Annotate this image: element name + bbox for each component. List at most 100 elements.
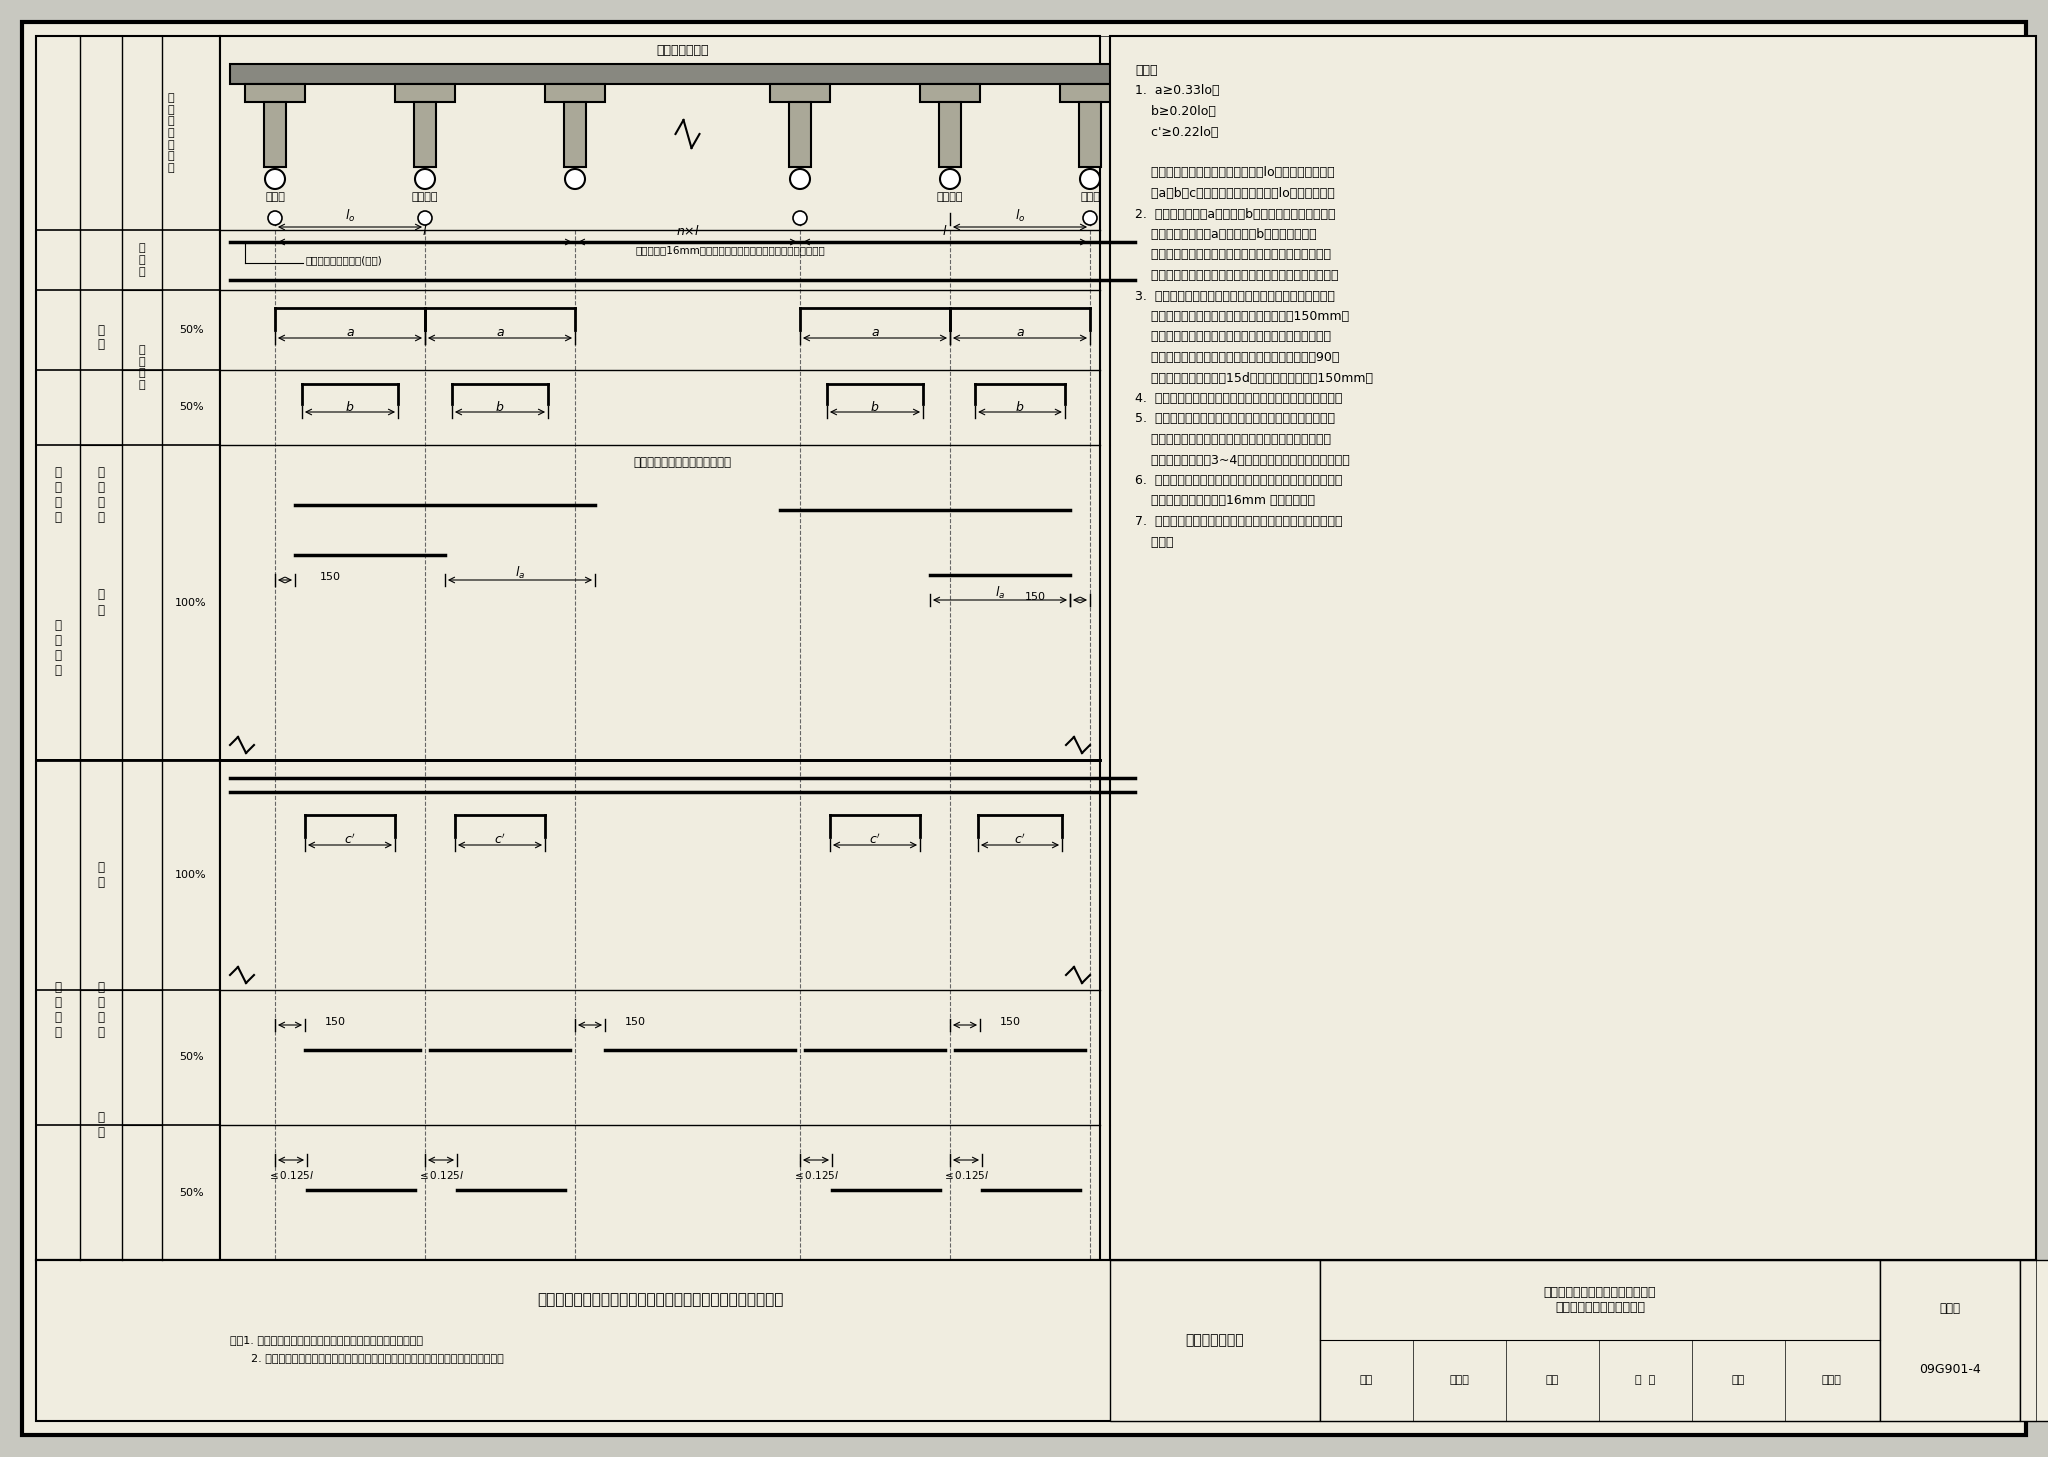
Text: $c'$: $c'$ — [1014, 833, 1026, 848]
Text: $a$: $a$ — [496, 326, 504, 339]
Text: $a$: $a$ — [870, 326, 879, 339]
Text: 审核: 审核 — [1360, 1375, 1372, 1386]
Text: $l_o$: $l_o$ — [1016, 208, 1026, 224]
Circle shape — [791, 169, 811, 189]
Bar — [938, 102, 961, 168]
Text: 柱
上
板
带: 柱 上 板 带 — [55, 466, 61, 525]
Text: 150: 150 — [324, 1017, 346, 1027]
Circle shape — [1083, 211, 1098, 224]
Text: 1.  a≥0.33lo；: 1. a≥0.33lo； — [1135, 85, 1219, 98]
Circle shape — [1079, 169, 1100, 189]
Text: 设计: 设计 — [1731, 1375, 1745, 1386]
Bar — [37, 36, 219, 1260]
Text: 7.  本图所示仅为板带分离式排布构造要求，实际配筋以设计: 7. 本图所示仅为板带分离式排布构造要求，实际配筋以设计 — [1135, 514, 1343, 527]
Circle shape — [565, 169, 586, 189]
Bar — [563, 102, 586, 168]
Text: 3.  边跨板带底部钢筋伸入边梁、墙、柱内的锚固长度不仅: 3. 边跨板带底部钢筋伸入边梁、墙、柱内的锚固长度不仅 — [1135, 290, 1335, 303]
Text: 注：1. 图示板带边支座为柱、框架梁或剪力墙；中间支座为柱。: 注：1. 图示板带边支座为柱、框架梁或剪力墙；中间支座为柱。 — [229, 1335, 424, 1345]
Text: b≥0.20lo；: b≥0.20lo； — [1135, 105, 1217, 118]
Text: 跨
中
板
带: 跨 中 板 带 — [55, 981, 61, 1039]
Bar — [1061, 85, 1120, 102]
Text: 板边缘横向通长钢筋(下同): 板边缘横向通长钢筋(下同) — [305, 255, 381, 265]
Circle shape — [418, 211, 432, 224]
Bar — [414, 102, 436, 168]
Text: 要满足具体设计值，且其水平段长度不小于150mm。: 要满足具体设计值，且其水平段长度不小于150mm。 — [1135, 310, 1350, 323]
Bar — [395, 85, 455, 102]
Text: 09G901-4: 09G901-4 — [1919, 1362, 1980, 1375]
Text: 说明：: 说明： — [1135, 64, 1157, 77]
Text: 顶
部: 顶 部 — [98, 323, 104, 351]
Text: $c'$: $c'$ — [344, 833, 356, 848]
Bar — [1110, 36, 2036, 1260]
Text: $a$: $a$ — [1016, 326, 1024, 339]
Text: 不
同
钢
筋
配
筋
量: 不 同 钢 筋 配 筋 量 — [168, 93, 174, 173]
Text: $c'$: $c'$ — [868, 833, 881, 848]
Text: 非抗震有托板柱上板带、跨中板带
分离式钢筋排布构造示意图: 非抗震有托板柱上板带、跨中板带 分离式钢筋排布构造示意图 — [1544, 1287, 1657, 1314]
Circle shape — [416, 169, 434, 189]
Text: c'≥0.22lo。: c'≥0.22lo。 — [1135, 125, 1219, 138]
Text: $n×l$: $n×l$ — [676, 224, 700, 237]
Text: 跨中板带底带伸入与不伸入支座的钢筋间隔布置。底筋: 跨中板带底带伸入与不伸入支座的钢筋间隔布置。底筋 — [1135, 249, 1331, 261]
Text: 2.  非通长钢筋中的a长度筋与b长度筋间隔布置。非通长: 2. 非通长钢筋中的a长度筋与b长度筋间隔布置。非通长 — [1135, 207, 1335, 220]
Text: 50%: 50% — [178, 402, 203, 412]
Text: 总数为单数，伸入支座钢筋应比不伸入支座钢筋多一根。: 总数为单数，伸入支座钢筋应比不伸入支座钢筋多一根。 — [1135, 270, 1339, 283]
Text: 烧  刚: 烧 刚 — [1634, 1375, 1655, 1386]
Text: 张月明: 张月明 — [1821, 1375, 1841, 1386]
Text: $l_o$: $l_o$ — [344, 208, 354, 224]
Text: 旁a、b、c值均应按两净跨中较大的lo值计算确定。: 旁a、b、c值均应按两净跨中较大的lo值计算确定。 — [1135, 186, 1335, 200]
Text: 茜继东: 茜继东 — [1450, 1375, 1468, 1386]
Text: 底部垂直于对角线方向各增配满足具体设计要求的受力: 底部垂直于对角线方向各增配满足具体设计要求的受力 — [1135, 433, 1331, 446]
Bar — [264, 102, 287, 168]
Text: 为准。: 为准。 — [1135, 536, 1174, 548]
Text: $\leq$0.125$l$: $\leq$0.125$l$ — [793, 1169, 840, 1182]
Text: $l_a$: $l_a$ — [995, 584, 1006, 602]
Text: 150: 150 — [625, 1017, 645, 1027]
Text: 若某中间支座左、右邻跨的净跨值lo不相同，该支座两: 若某中间支座左、右邻跨的净跨值lo不相同，该支座两 — [1135, 166, 1335, 179]
Text: 100%: 100% — [176, 870, 207, 880]
Text: 顶
部: 顶 部 — [98, 861, 104, 889]
Text: $l_a$: $l_a$ — [514, 565, 524, 581]
Text: 中间支座: 中间支座 — [936, 192, 963, 203]
Text: 通
长
筋: 通 长 筋 — [139, 243, 145, 277]
Text: $a$: $a$ — [346, 326, 354, 339]
Text: 边跨板带顶部钢筋伸入边梁、墙、柱内的锚固长度不仅: 边跨板带顶部钢筋伸入边梁、墙、柱内的锚固长度不仅 — [1135, 331, 1331, 344]
Circle shape — [940, 169, 961, 189]
Text: 150: 150 — [319, 573, 340, 581]
Circle shape — [268, 211, 283, 224]
Text: 钢
筋
部
位: 钢 筋 部 位 — [98, 981, 104, 1039]
Circle shape — [264, 169, 285, 189]
Text: 钢
筋
部
位: 钢 筋 部 位 — [98, 466, 104, 525]
Text: 100%: 100% — [176, 597, 207, 608]
Bar — [219, 36, 1100, 1260]
Text: 边支座: 边支座 — [264, 192, 285, 203]
Text: 图集号: 图集号 — [1939, 1301, 1960, 1314]
Text: 6.  当各边跨板带支座间无梁时，应在板带外边缘的上、下部: 6. 当各边跨板带支座间无梁时，应在板带外边缘的上、下部 — [1135, 474, 1341, 487]
Bar — [1110, 1260, 1321, 1421]
Text: $\leq$0.125$l$: $\leq$0.125$l$ — [942, 1169, 989, 1182]
Text: $\leq$0.125$l$: $\leq$0.125$l$ — [418, 1169, 465, 1182]
Text: 钢筋（见本图集第3~4页：无梁楼盖板外角附加钢筋）。: 钢筋（见本图集第3~4页：无梁楼盖板外角附加钢筋）。 — [1135, 453, 1350, 466]
Text: $b$: $b$ — [496, 401, 504, 414]
Text: 弯折，其垂直段长度为15d；水平段长度不小于150mm。: 弯折，其垂直段长度为15d；水平段长度不小于150mm。 — [1135, 372, 1372, 385]
Bar — [229, 64, 1135, 85]
Text: $l$: $l$ — [942, 224, 948, 237]
Circle shape — [793, 211, 807, 224]
Bar — [2019, 1260, 2048, 1421]
Text: 各设置一根直径不小于16mm 的通长钢筋。: 各设置一根直径不小于16mm 的通长钢筋。 — [1135, 494, 1315, 507]
Text: 钢筋总数为单数，a长度筋应比b长度筋多一根。: 钢筋总数为单数，a长度筋应比b长度筋多一根。 — [1135, 227, 1317, 240]
Text: 直径不小于16mm通长钢筋（或利用原有配筋钢筋）数量见设计: 直径不小于16mm通长钢筋（或利用原有配筋钢筋）数量见设计 — [635, 245, 825, 255]
Text: $c'$: $c'$ — [494, 833, 506, 848]
Text: 5.  边支座有梁的无梁板，在外角顶部沿对角线方向和外角: 5. 边支座有梁的无梁板，在外角顶部沿对角线方向和外角 — [1135, 412, 1335, 425]
Bar — [37, 1260, 2036, 1421]
Text: 非
通
长
筋: 非 通 长 筋 — [139, 345, 145, 390]
Text: 板
带
类
别: 板 带 类 别 — [55, 619, 61, 678]
Text: 50%: 50% — [178, 1187, 203, 1198]
Text: 无梁楼盖现浇板: 无梁楼盖现浇板 — [1186, 1333, 1245, 1348]
Bar — [246, 85, 305, 102]
Text: $b$: $b$ — [1016, 401, 1024, 414]
Text: 底
部: 底 部 — [98, 589, 104, 616]
Bar — [1880, 1260, 2019, 1421]
Text: 150: 150 — [1024, 592, 1044, 602]
Text: 非抗震有托板柱上板带、跨中板带分离式钢筋排布构造示意图: 非抗震有托板柱上板带、跨中板带分离式钢筋排布构造示意图 — [537, 1292, 782, 1307]
Text: 整根钢筋，至少两根，并穿过柱: 整根钢筋，至少两根，并穿过柱 — [633, 456, 731, 469]
